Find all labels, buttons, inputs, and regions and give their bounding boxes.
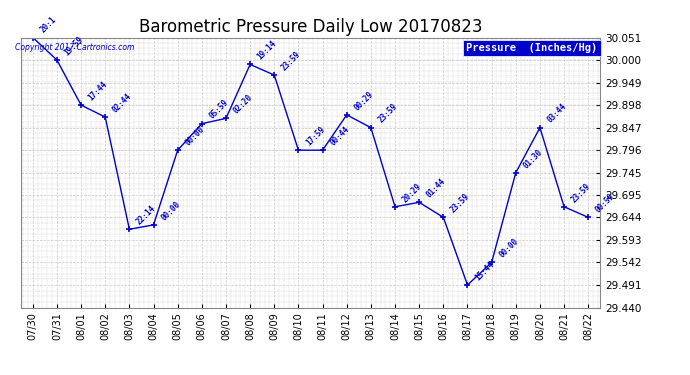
Text: 20:1: 20:1 — [39, 15, 58, 35]
Text: 01:30: 01:30 — [522, 147, 544, 170]
Text: 02:20: 02:20 — [232, 93, 254, 116]
Text: 00:00: 00:00 — [497, 237, 520, 260]
Text: 17:59: 17:59 — [304, 125, 326, 147]
Title: Barometric Pressure Daily Low 20170823: Barometric Pressure Daily Low 20170823 — [139, 18, 482, 36]
Text: 17:44: 17:44 — [87, 80, 109, 102]
Text: 23:59: 23:59 — [280, 50, 302, 72]
Text: 00:29: 00:29 — [353, 89, 375, 112]
Text: 00:00: 00:00 — [159, 200, 181, 222]
Text: 15:44: 15:44 — [473, 260, 495, 282]
Text: Pressure  (Inches/Hg): Pressure (Inches/Hg) — [466, 43, 598, 53]
Text: 23:59: 23:59 — [377, 102, 399, 125]
Text: 19:14: 19:14 — [256, 39, 278, 62]
Text: 20:29: 20:29 — [401, 181, 423, 204]
Text: 23:59: 23:59 — [570, 181, 592, 204]
Text: Copyright 2017 Cartronics.com: Copyright 2017 Cartronics.com — [15, 43, 135, 52]
Text: 19:59: 19:59 — [63, 34, 85, 57]
Text: 00:59: 00:59 — [594, 192, 616, 214]
Text: 05:59: 05:59 — [208, 98, 230, 121]
Text: 02:44: 02:44 — [111, 92, 133, 114]
Text: 00:00: 00:00 — [184, 125, 206, 147]
Text: 01:44: 01:44 — [425, 177, 447, 200]
Text: 22:14: 22:14 — [135, 204, 157, 226]
Text: 00:44: 00:44 — [328, 125, 351, 147]
Text: 23:59: 23:59 — [449, 192, 471, 214]
Text: 03:44: 03:44 — [546, 102, 568, 125]
